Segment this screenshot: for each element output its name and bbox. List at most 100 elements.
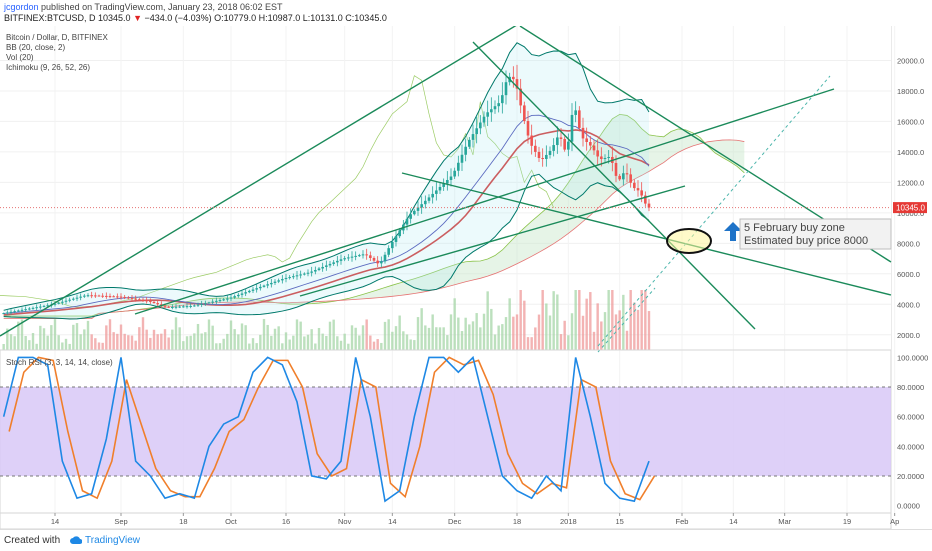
volume-bar xyxy=(383,321,387,350)
tradingview-link[interactable]: TradingView xyxy=(70,535,140,546)
stoch-rsi-pane[interactable]: 100.0000 80.0000 60.0000 40.0000 20.0000 0.00… xyxy=(0,353,928,511)
candle-body xyxy=(442,183,445,187)
volume-bar xyxy=(310,329,313,350)
candle-body xyxy=(479,122,482,129)
candle-body xyxy=(178,306,181,308)
volume-bar xyxy=(178,327,181,350)
candle-body xyxy=(618,175,621,180)
volume-bar xyxy=(592,331,596,350)
candle-body xyxy=(537,151,541,158)
volume-bar xyxy=(391,331,394,350)
volume-bar xyxy=(596,303,599,350)
volume-bar xyxy=(464,317,467,350)
volume-bar xyxy=(90,334,93,350)
trendline[interactable] xyxy=(472,41,756,330)
legend-ichimoku: Ichimoku (9, 26, 52, 26) xyxy=(6,63,90,72)
candle-body xyxy=(475,128,478,135)
trendline[interactable] xyxy=(401,172,892,296)
volume-bar xyxy=(552,291,555,350)
candle-body xyxy=(215,300,218,302)
candle-body xyxy=(295,275,299,277)
author-link[interactable]: jcgordon xyxy=(4,2,39,12)
candle-body xyxy=(303,273,306,275)
stoch-d-line xyxy=(8,356,656,501)
candle-body xyxy=(449,176,453,180)
volume-bar xyxy=(39,325,42,350)
candle-body xyxy=(453,170,456,177)
volume-bar xyxy=(130,335,134,350)
candle-body xyxy=(589,142,592,146)
candle-body xyxy=(193,305,196,307)
candle-body xyxy=(171,307,174,309)
volume-bar xyxy=(328,321,332,350)
volume-bar xyxy=(504,317,508,350)
volume-bar xyxy=(244,325,247,350)
trendline[interactable] xyxy=(299,185,686,297)
volume-bar xyxy=(339,340,343,350)
volume-bar xyxy=(574,290,577,350)
volume-bar xyxy=(354,327,357,350)
candle-body xyxy=(266,284,269,286)
volume-bar xyxy=(233,329,236,350)
volume-bar xyxy=(145,329,148,350)
candle-body xyxy=(460,154,464,163)
candle-body xyxy=(68,299,71,301)
candle-body xyxy=(559,137,563,139)
volume-bar xyxy=(123,333,126,350)
volume-bar xyxy=(152,329,156,350)
volume-bar xyxy=(376,339,379,350)
stoch-title: Stoch RSI (3, 3, 14, 14, close) xyxy=(6,358,113,367)
trendline-dashed[interactable] xyxy=(597,287,656,353)
stoch-band xyxy=(0,387,891,476)
candle-body xyxy=(369,255,372,258)
trendline-dashed[interactable] xyxy=(597,75,831,347)
time-tick-label: 16 xyxy=(282,517,290,526)
candle-body xyxy=(607,156,610,158)
created-with-label: Created with xyxy=(4,535,61,546)
time-tick-label: 2018 xyxy=(560,517,577,526)
candle-body xyxy=(321,266,324,269)
volume-bar xyxy=(427,327,431,350)
volume-bar xyxy=(394,326,398,350)
volume-bar xyxy=(262,318,266,350)
volume-bar xyxy=(559,334,563,350)
time-tick-label: 18 xyxy=(513,517,521,526)
candle-body xyxy=(468,139,471,147)
trendline[interactable] xyxy=(0,26,565,337)
volume-bar xyxy=(416,317,420,350)
candle-body xyxy=(552,145,555,151)
volume-bar xyxy=(442,327,445,350)
volume-bar xyxy=(237,334,240,350)
volume-bar xyxy=(541,290,544,350)
candle-body xyxy=(112,296,115,298)
candle-body xyxy=(123,296,126,298)
candle-body xyxy=(482,116,486,123)
candle-body xyxy=(376,260,379,264)
volume-bar xyxy=(127,335,130,350)
candle-body xyxy=(9,311,13,313)
volume-bar xyxy=(174,317,178,350)
candle-body xyxy=(39,306,42,308)
volume-bar xyxy=(229,320,233,350)
candlesticks xyxy=(2,64,651,315)
volume-bar xyxy=(493,334,497,350)
time-tick-label: 18 xyxy=(179,517,187,526)
candle-body xyxy=(270,282,273,285)
price-tick-label: 18000.0 xyxy=(897,87,924,96)
candle-body xyxy=(127,297,130,299)
candle-body xyxy=(416,207,420,211)
candle-body xyxy=(20,309,24,311)
time-tick-label: Ap xyxy=(890,517,899,526)
candle-body xyxy=(548,150,552,155)
volume-bar xyxy=(589,292,592,350)
candle-body xyxy=(211,301,214,303)
candle-body xyxy=(299,274,302,276)
candle-body xyxy=(545,154,548,160)
volume-bar xyxy=(211,325,214,350)
chart-canvas[interactable]: 2000.0 4000.0 6000.0 8000.0 10000.0 12000.0 14… xyxy=(0,26,932,529)
volume-bar xyxy=(420,308,423,350)
trendline[interactable] xyxy=(134,88,835,315)
price-pane[interactable]: 2000.0 4000.0 6000.0 8000.0 10000.0 12000.0 14… xyxy=(0,26,927,513)
candle-body xyxy=(17,310,20,312)
volume-bar xyxy=(226,333,229,350)
